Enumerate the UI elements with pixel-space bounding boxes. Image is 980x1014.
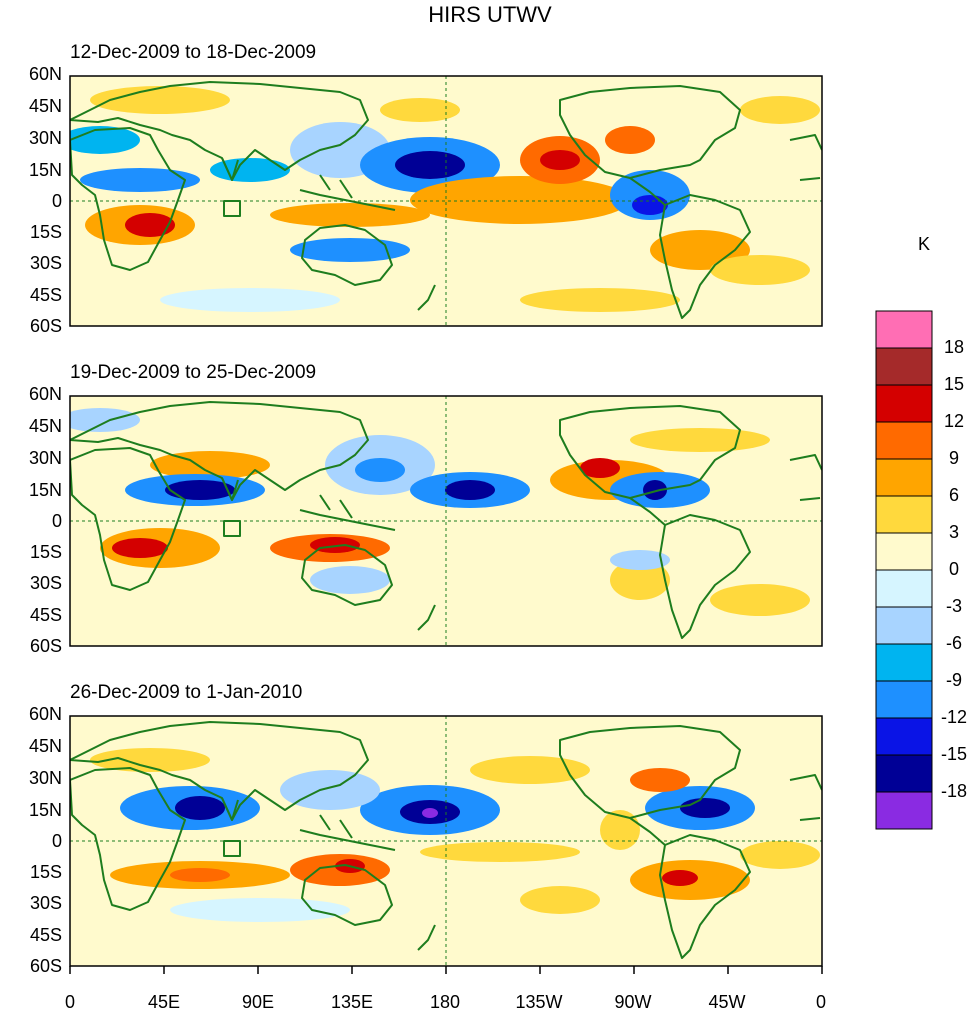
lon-label: 0 bbox=[64, 992, 75, 1012]
colorbar-swatch bbox=[875, 569, 933, 608]
colorbar-swatch bbox=[875, 310, 933, 349]
colorbar-tick: -3 bbox=[945, 596, 962, 616]
lat-label: 45S bbox=[29, 285, 62, 305]
panel-2-title: 19-Dec-2009 to 25-Dec-2009 bbox=[70, 362, 317, 383]
lat-label: 15S bbox=[29, 862, 62, 882]
colorbar-swatch bbox=[875, 643, 933, 682]
colorbar-tick: -12 bbox=[940, 707, 967, 727]
lat-label: 60S bbox=[29, 636, 62, 656]
colorbar-swatch bbox=[875, 606, 933, 645]
lat-label: 30N bbox=[28, 128, 62, 148]
lat-label: 30S bbox=[29, 893, 62, 913]
lon-label: 90W bbox=[614, 992, 652, 1012]
lat-label: 30S bbox=[29, 573, 62, 593]
lat-label: 45N bbox=[28, 736, 62, 756]
lon-label: 45W bbox=[708, 992, 746, 1012]
lat-label: 0 bbox=[51, 511, 62, 531]
colorbar-swatch bbox=[875, 495, 933, 534]
lat-label: 45N bbox=[28, 96, 62, 116]
colorbar-swatch bbox=[875, 458, 933, 497]
colorbar-tick: 3 bbox=[948, 522, 959, 542]
unit-label: K bbox=[918, 234, 931, 254]
colorbar-swatch bbox=[875, 680, 933, 719]
colorbar-swatch bbox=[875, 717, 933, 756]
colorbar-swatch bbox=[875, 347, 933, 386]
colorbar-tick: 9 bbox=[948, 448, 959, 468]
colorbar-tick: -15 bbox=[940, 744, 967, 764]
panel-1-title: 12-Dec-2009 to 18-Dec-2009 bbox=[70, 42, 317, 63]
lat-label: 45N bbox=[28, 416, 62, 436]
lon-label: 90E bbox=[241, 992, 275, 1012]
lat-label: 15N bbox=[28, 160, 62, 180]
lat-label: 15N bbox=[28, 800, 62, 820]
lat-label: 60N bbox=[28, 384, 62, 404]
lat-label: 30N bbox=[28, 448, 62, 468]
map-panel-1 bbox=[69, 75, 823, 327]
lat-label: 0 bbox=[51, 831, 62, 851]
lat-label: 30N bbox=[28, 768, 62, 788]
colorbar-tick: 12 bbox=[943, 411, 965, 431]
colorbar-tick: 0 bbox=[948, 559, 959, 579]
lat-label: 15S bbox=[29, 222, 62, 242]
map-panel-3 bbox=[69, 715, 823, 967]
colorbar-tick: -6 bbox=[945, 633, 962, 653]
colorbar-tick: -9 bbox=[945, 670, 962, 690]
panel-3-title: 26-Dec-2009 to 1-Jan-2010 bbox=[70, 682, 303, 703]
lat-label: 15N bbox=[28, 480, 62, 500]
lon-label: 45E bbox=[147, 992, 181, 1012]
figure-title: HIRS UTWV bbox=[428, 2, 552, 27]
colorbar-swatch bbox=[875, 532, 933, 571]
lat-label: 45S bbox=[29, 605, 62, 625]
lat-label: 15S bbox=[29, 542, 62, 562]
lat-label: 60N bbox=[28, 704, 62, 724]
colorbar-swatch bbox=[875, 791, 933, 830]
lat-label: 30S bbox=[29, 253, 62, 273]
lat-label: 60S bbox=[29, 956, 62, 976]
lat-label: 60S bbox=[29, 316, 62, 336]
map-panel-2 bbox=[69, 395, 823, 647]
colorbar-tick: 6 bbox=[948, 485, 959, 505]
colorbar-swatch bbox=[875, 754, 933, 793]
colorbar-tick: -18 bbox=[940, 781, 967, 801]
lon-label: 135W bbox=[515, 992, 563, 1012]
lon-label: 135E bbox=[330, 992, 374, 1012]
colorbar-swatch bbox=[875, 421, 933, 460]
colorbar-swatch bbox=[875, 384, 933, 423]
colorbar bbox=[875, 310, 933, 830]
colorbar-tick: 15 bbox=[943, 374, 965, 394]
lat-label: 0 bbox=[51, 191, 62, 211]
lon-label: 180 bbox=[429, 992, 461, 1012]
lat-label: 60N bbox=[28, 64, 62, 84]
lat-label: 45S bbox=[29, 925, 62, 945]
lon-label: 0 bbox=[815, 992, 826, 1012]
colorbar-tick: 18 bbox=[943, 337, 965, 357]
